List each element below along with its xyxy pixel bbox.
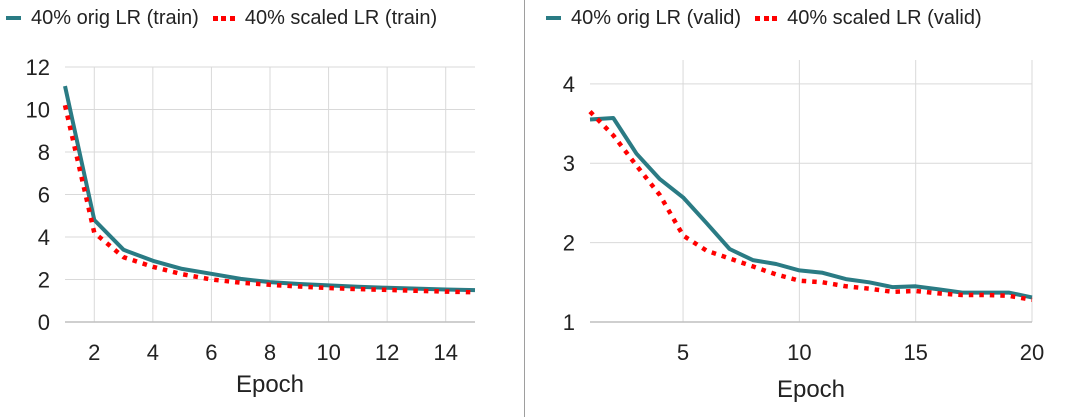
legend-swatch-dotted [755,15,778,21]
y-tick-label: 2 [38,268,50,293]
series-line-orig [589,116,1033,300]
legend-swatch-dotted [212,15,235,21]
x-tick-label: 8 [264,340,276,365]
x-axis-label: Epoch [236,371,304,398]
chart-panel-1: 0 2 4 6 8 10 12 2 4 6 8 10 12 14 Epoch [26,55,476,398]
x-tick-label: 10 [787,340,811,365]
y-tick-label: 8 [38,140,50,165]
y-tick-label: 12 [26,55,50,80]
legend-train: 40% orig LR (train) 40% scaled LR (train… [6,5,451,31]
x-tick-label: 15 [903,340,927,365]
legend-item-scaled-valid: 40% scaled LR (valid) [755,7,982,30]
legend-item-orig-valid: 40% orig LR (valid) [546,7,741,30]
legend-item-orig-train: 40% orig LR (train) [6,7,199,30]
x-tick-label: 5 [677,340,689,365]
y-tick-label: 2 [563,231,575,256]
series-line-scaled [588,110,1033,303]
legend-valid: 40% orig LR (valid) 40% scaled LR (valid… [546,5,996,31]
legend-label: 40% orig LR (valid) [571,6,742,29]
series-line-scaled [62,104,476,295]
legend-label: 40% orig LR (train) [31,6,199,29]
legend-label: 40% scaled LR (train) [244,6,438,29]
x-tick-label: 2 [88,340,100,365]
chart-panel-2: 1 2 3 4 5 10 15 20 Epoch [563,60,1044,403]
x-tick-label: 12 [375,340,399,365]
x-tick-label: 6 [205,340,217,365]
x-tick-label: 4 [147,340,159,365]
legend-swatch-solid [6,16,21,20]
y-tick-label: 1 [563,310,575,335]
x-tick-label: 10 [316,340,340,365]
y-tick-label: 10 [26,98,50,123]
legend-item-scaled-train: 40% scaled LR (train) [212,6,438,30]
legend-label: 40% scaled LR (valid) [787,6,982,29]
y-tick-label: 3 [563,151,575,176]
x-tick-label: 20 [1020,340,1044,365]
y-tick-label: 0 [38,310,50,335]
y-tick-label: 4 [563,72,575,97]
x-tick-label: 14 [433,340,457,365]
y-tick-label: 6 [38,183,50,208]
y-tick-label: 4 [38,225,50,250]
panel-divider [524,0,525,417]
legend-swatch-solid [546,16,561,20]
x-axis-label: Epoch [777,376,845,403]
